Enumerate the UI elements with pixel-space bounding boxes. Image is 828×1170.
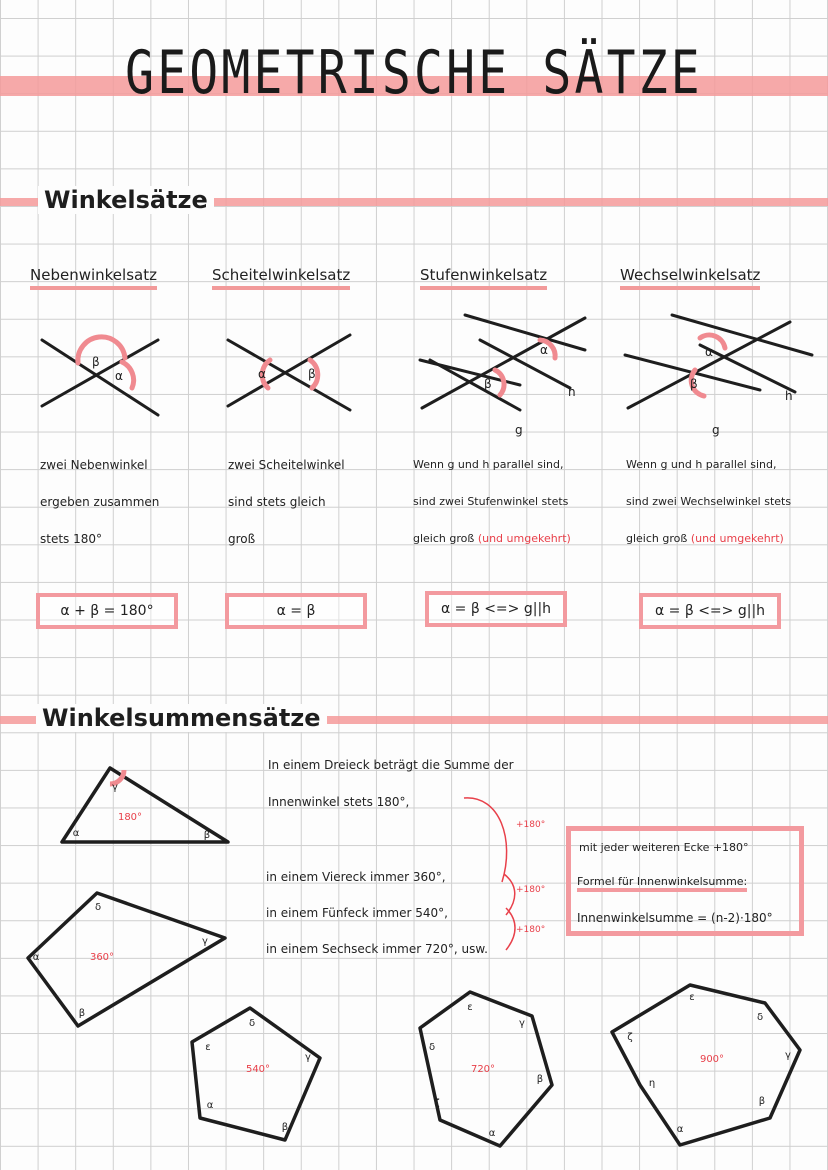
angle-label: α xyxy=(207,1100,214,1111)
nebenwinkel-diagram: β α α β α β h g α β h g xyxy=(40,313,814,437)
angle-label: α xyxy=(73,828,80,839)
line-label: g xyxy=(712,423,720,437)
sum-text: in einem Viereck immer 360°, xyxy=(266,870,446,884)
theorem-heading: Wechselwinkelsatz xyxy=(620,266,761,290)
angle-label: α xyxy=(33,952,40,963)
angle-label: β xyxy=(308,367,316,381)
angle-label: β xyxy=(79,1008,85,1019)
angle-label: α xyxy=(258,367,266,381)
theorem-text: stets 180° xyxy=(40,532,103,546)
angle-label: δ xyxy=(429,1042,435,1053)
sum-label: 180° xyxy=(118,812,142,823)
sum-label: 540° xyxy=(246,1064,270,1075)
theorem-text: sind stets gleich xyxy=(228,495,326,509)
formula-heading: Formel für Innenwinkelsumme: xyxy=(577,875,748,892)
sum-text: Innenwinkel stets 180°, xyxy=(268,795,410,809)
line-label: h xyxy=(568,385,576,399)
title-band xyxy=(0,76,828,96)
note-text: mit jeder weiteren Ecke +180° xyxy=(579,841,749,854)
angle-label: δ xyxy=(249,1018,255,1029)
theorem-text: Wenn g und h parallel sind, xyxy=(626,458,777,471)
theorem-text: sind zwei Wechselwinkel stets xyxy=(626,495,792,508)
angle-label: ε xyxy=(689,992,694,1003)
sum-label: 360° xyxy=(90,952,114,963)
angle-label: α xyxy=(489,1128,496,1139)
plus-label: +180° xyxy=(516,885,546,895)
angle-label: ε xyxy=(205,1042,210,1053)
angle-label: β xyxy=(690,377,698,391)
theorem-text: ergeben zusammen xyxy=(40,495,160,509)
angle-label: α xyxy=(677,1124,684,1135)
section-heading-winkelsummensaetze: Winkelsummensätze xyxy=(36,704,327,732)
angle-label: β xyxy=(537,1074,543,1085)
sum-text: in einem Fünfeck immer 540°, xyxy=(266,906,448,920)
angle-label: γ xyxy=(202,936,208,947)
sum-text: In einem Dreieck beträgt die Summe der xyxy=(268,758,514,772)
section-heading-winkelsaetze: Winkelsätze xyxy=(38,186,214,214)
angle-label: δ xyxy=(757,1012,763,1023)
theorem-heading: Scheitelwinkelsatz xyxy=(212,266,351,290)
section-rule xyxy=(0,198,828,206)
text: gleich groß xyxy=(626,532,688,545)
formula-box: α + β = 180° xyxy=(36,593,178,629)
note: (und umgekehrt) xyxy=(477,532,571,545)
angle-label: δ xyxy=(95,902,101,913)
angle-label: ε xyxy=(467,1002,472,1013)
angle-label: β xyxy=(759,1096,765,1107)
theorem-text: Wenn g und h parallel sind, xyxy=(413,458,564,471)
section-rule xyxy=(0,716,828,724)
plus-label: +180° xyxy=(516,820,546,830)
plus-label: +180° xyxy=(516,925,546,935)
angle-label: γ xyxy=(112,782,118,793)
angle-label: γ xyxy=(305,1052,311,1063)
angle-label: β xyxy=(204,830,210,841)
theorem-heading: Stufenwinkelsatz xyxy=(420,266,548,290)
angle-label: β xyxy=(92,355,100,369)
formula-box: α = β <=> g||h xyxy=(425,591,567,627)
formula-box: α = β <=> g||h xyxy=(639,593,781,629)
theorem-text: sind zwei Stufenwinkel stets xyxy=(413,495,569,508)
formula-info-box: mit jeder weiteren Ecke +180° Formel für… xyxy=(566,826,804,936)
page-title: GEOMETRISCHE SÄTZE xyxy=(125,38,703,108)
note: (und umgekehrt) xyxy=(690,532,784,545)
angle-label: γ xyxy=(785,1050,791,1061)
angle-label: α xyxy=(115,369,123,383)
sum-arrows xyxy=(463,797,516,951)
angle-label: β xyxy=(282,1122,288,1133)
theorem-text: zwei Nebenwinkel xyxy=(40,458,148,472)
text: gleich groß xyxy=(413,532,475,545)
theorem-text: groß xyxy=(228,532,256,546)
formula-box: α = β xyxy=(225,593,367,629)
angle-label: α xyxy=(540,343,548,357)
formula-text: Innenwinkelsumme = (n-2)·180° xyxy=(577,911,773,925)
sum-text: in einem Sechseck immer 720°, usw. xyxy=(266,942,488,956)
sum-label: 720° xyxy=(471,1064,495,1075)
sum-label: 900° xyxy=(700,1054,724,1065)
theorem-text: zwei Scheitelwinkel xyxy=(228,458,345,472)
angle-label: α xyxy=(705,345,713,359)
theorem-text: gleich groß (und umgekehrt) xyxy=(626,532,784,545)
line-label: g xyxy=(515,423,523,437)
theorem-text: gleich groß (und umgekehrt) xyxy=(413,532,571,545)
angle-label: η xyxy=(649,1078,655,1089)
angle-label: ζ xyxy=(627,1032,632,1043)
line-label: h xyxy=(785,389,793,403)
angle-label: β xyxy=(484,377,492,391)
angle-label: ζ xyxy=(434,1098,439,1109)
angle-label: γ xyxy=(519,1018,525,1029)
theorem-heading: Nebenwinkelsatz xyxy=(30,266,157,290)
